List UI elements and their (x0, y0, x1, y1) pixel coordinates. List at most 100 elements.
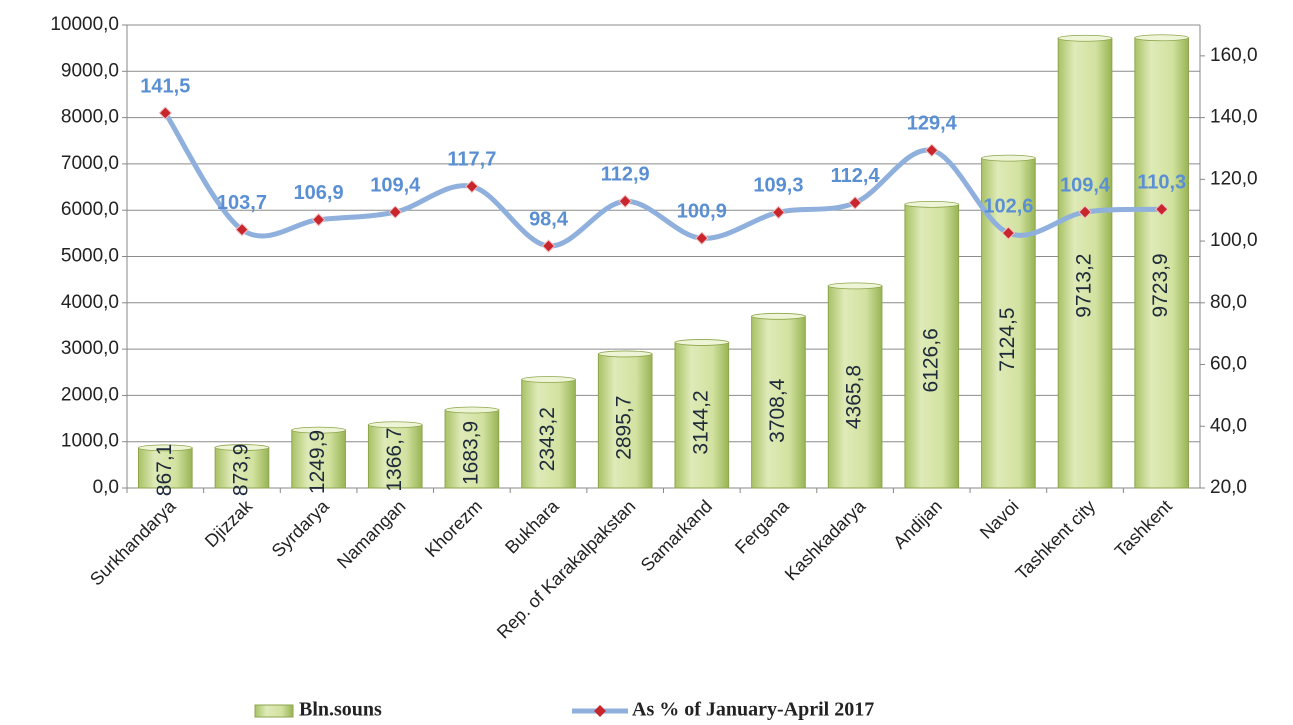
y2-tick-label: 60,0 (1210, 354, 1247, 375)
x-tick-label: Fergana (731, 495, 793, 557)
marker (311, 213, 326, 227)
marker (388, 205, 402, 219)
marker (235, 222, 249, 237)
bar-label: 6126,6 (919, 328, 942, 392)
y-tick-label: 2000,0 (61, 384, 119, 405)
marker (465, 179, 479, 194)
bar-label: 3144,2 (689, 390, 712, 454)
line-label: 112,4 (831, 165, 881, 187)
y2-tick-label: 20,0 (1210, 477, 1247, 498)
bar (444, 409, 500, 489)
legend-label: Bln.souns (299, 699, 382, 720)
legend-marker (594, 705, 606, 717)
bar (137, 447, 193, 489)
line-label: 117,7 (447, 149, 496, 171)
bar-label: 3708,4 (766, 378, 789, 443)
line-label: 129,4 (907, 113, 958, 135)
bar-label: 2343,2 (536, 407, 559, 471)
x-tick-label: Samarkand (637, 496, 716, 575)
line-label: 109,4 (370, 174, 421, 196)
bar (291, 429, 346, 489)
line-label: 102,6 (983, 195, 1033, 217)
bar (827, 285, 883, 489)
marker (618, 194, 632, 208)
y-tick-label: 7000,0 (61, 153, 119, 174)
legend-swatch (254, 704, 294, 718)
bar-label: 867,1 (153, 444, 176, 497)
y2-tick-label: 100,0 (1210, 230, 1258, 251)
y-tick-label: 9000,0 (61, 60, 119, 81)
bar-top (597, 350, 653, 358)
bar (214, 447, 270, 489)
bar (981, 157, 1036, 489)
x-tick-label: Navoi (976, 496, 1023, 543)
bar-top (214, 444, 270, 451)
bar-label: 1683,9 (459, 421, 482, 485)
x-tick-label: Djizzak (201, 495, 257, 551)
bar-label: 4365,8 (843, 365, 866, 429)
bar-top (291, 426, 346, 434)
bar (597, 353, 653, 489)
marker (1078, 205, 1092, 219)
marker (925, 143, 939, 158)
bar-label: 9713,2 (1073, 254, 1096, 318)
marker (1154, 202, 1169, 216)
bar-top (138, 444, 193, 452)
bar-top (981, 154, 1036, 162)
y2-tick-label: 80,0 (1210, 292, 1247, 313)
x-tick-label: Khorezm (421, 496, 486, 561)
x-tick-label: Rep. of Karakalpakstan (493, 496, 639, 642)
x-tick-label: Syrdarya (268, 495, 334, 561)
y-tick-label: 5000,0 (61, 246, 119, 267)
bar (674, 341, 730, 489)
bar (1057, 37, 1113, 489)
marker (771, 205, 786, 220)
y-tick-label: 4000,0 (61, 292, 119, 313)
legend-label: As % of January-April 2017 (632, 699, 874, 720)
x-tick-label: Kashkadarya (781, 495, 870, 584)
y2-tick-label: 120,0 (1210, 168, 1258, 189)
x-tick-label: Bukhara (501, 495, 563, 557)
y2-tick-label: 40,0 (1210, 415, 1247, 436)
bar-top (521, 376, 576, 383)
bar (1134, 37, 1190, 489)
y-tick-label: 1000,0 (61, 431, 119, 452)
bar-top (904, 200, 959, 208)
line-label: 100,9 (677, 201, 727, 223)
bar-label: 873,9 (230, 444, 253, 497)
line-label: 141,5 (140, 75, 190, 97)
bar (751, 315, 806, 489)
marker (1001, 226, 1016, 240)
bar-label: 7124,5 (996, 307, 1019, 371)
bar-top (674, 339, 730, 346)
line-label: 109,3 (753, 175, 803, 197)
bar-top (1057, 34, 1113, 42)
y-tick-label: 10000,0 (50, 14, 119, 35)
marker (848, 196, 862, 210)
x-tick-label: Andijan (889, 496, 946, 553)
bar-top (368, 421, 423, 429)
line-label: 109,4 (1060, 174, 1111, 196)
y2-tick-label: 140,0 (1210, 107, 1258, 128)
marker (695, 231, 709, 245)
bar-top (444, 406, 500, 414)
line-label: 103,7 (217, 192, 267, 214)
bar-top (751, 312, 806, 320)
bar-top (1134, 34, 1189, 42)
y2-tick-label: 160,0 (1210, 45, 1258, 66)
y-tick-label: 0,0 (93, 477, 119, 498)
line-label: 110,3 (1137, 172, 1186, 194)
x-tick-label: Surkhandarya (86, 495, 180, 589)
line-label: 106,9 (294, 182, 344, 204)
x-tick-label: Tashkent city (1012, 496, 1100, 584)
marker (158, 106, 173, 120)
bar-label: 1249,9 (306, 430, 329, 494)
bar-label: 9723,9 (1149, 253, 1172, 317)
line-label: 112,9 (601, 164, 650, 186)
x-tick-label: Namangan (333, 496, 409, 572)
bar-label: 1366,7 (383, 427, 406, 491)
marker (541, 239, 556, 253)
bar (521, 379, 576, 489)
